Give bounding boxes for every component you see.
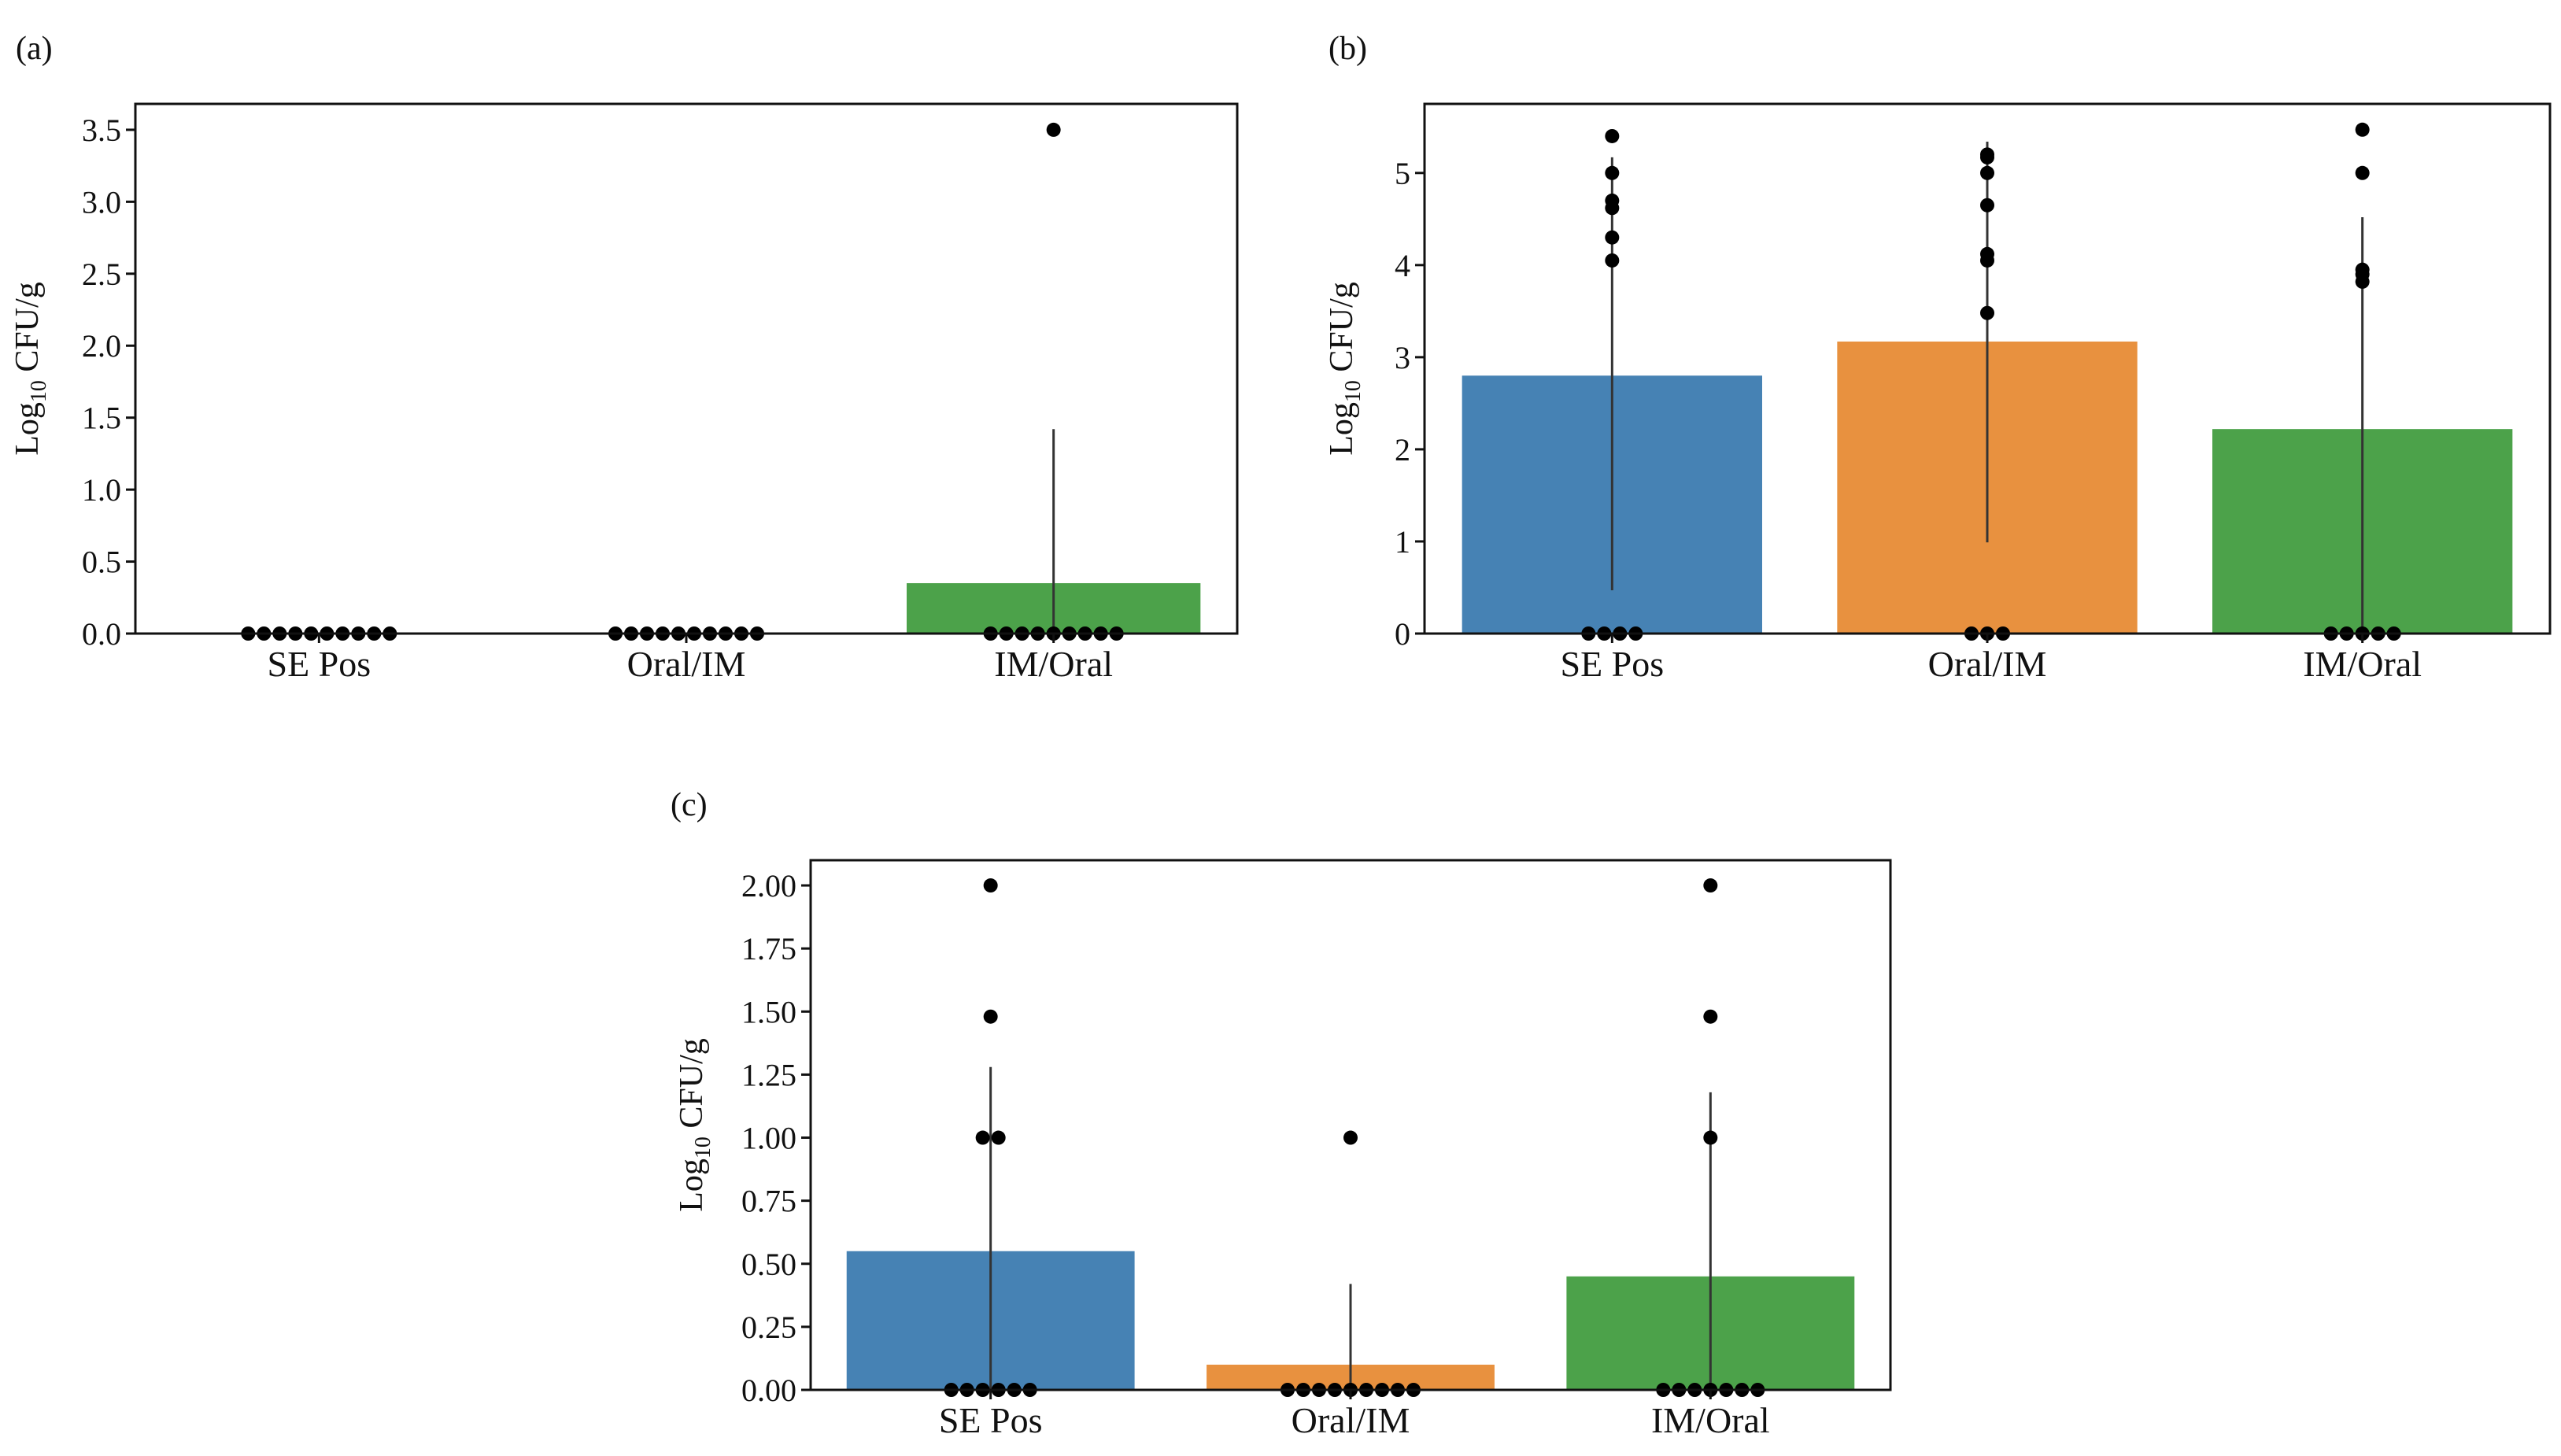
- data-point: [983, 878, 998, 893]
- y-tick-label: 1: [1395, 524, 1410, 560]
- panel-label: (b): [1329, 31, 1367, 67]
- y-axis-title-main: Log: [1324, 402, 1360, 456]
- y-tick-label: 1.25: [741, 1057, 796, 1092]
- data-point: [1980, 246, 1994, 261]
- x-category-label: Oral/IM: [1292, 1400, 1410, 1440]
- data-point: [1605, 253, 1620, 268]
- data-point: [1703, 878, 1718, 893]
- x-category-label: Oral/IM: [627, 644, 746, 684]
- data-point: [1703, 1009, 1718, 1024]
- data-point: [1605, 128, 1620, 143]
- y-axis-title: Log10 CFU/g: [9, 282, 51, 456]
- data-point: [983, 1009, 998, 1024]
- chart-panel-a: (a) 0.0 0.5 1.0 1.5 2.0 2.5 3.0 3.5 SE Pos Oral/IM…: [9, 31, 1239, 684]
- data-point: [1343, 1130, 1358, 1145]
- y-axis-title-unit: CFU/g: [674, 1038, 710, 1136]
- y-tick-label: 0.5: [82, 545, 121, 580]
- x-category-label: SE Pos: [267, 644, 371, 684]
- y-tick-label: 3: [1395, 340, 1410, 375]
- data-point: [1980, 165, 1994, 180]
- plot-frame: [134, 102, 1239, 635]
- y-tick-label: 2.0: [82, 328, 121, 364]
- data-point: [1605, 165, 1620, 180]
- x-category-label: IM/Oral: [994, 644, 1113, 684]
- data-point: [991, 1130, 1006, 1145]
- y-axis-title: Log10 CFU/g: [674, 1038, 715, 1212]
- y-tick-label: 1.75: [741, 931, 796, 966]
- y-axis-title-unit: CFU/g: [1324, 282, 1360, 380]
- chart-panel-b: (b) 0 1 2 3 4 5 SE Pos Oral/IM IM/Oral Log10 CFU/g: [1324, 31, 2552, 684]
- data-point: [2355, 122, 2370, 137]
- y-axis-title-main: Log: [674, 1159, 710, 1212]
- y-tick-label: 3.5: [82, 113, 121, 148]
- y-tick-label: 5: [1395, 156, 1410, 191]
- y-axis-title: Log10 CFU/g: [1324, 282, 1365, 456]
- y-axis-title-main: Log: [9, 402, 46, 456]
- x-category-label: Oral/IM: [1928, 644, 2047, 684]
- y-tick-label: 0.0: [82, 616, 121, 652]
- data-point: [1046, 122, 1061, 137]
- y-tick-label: 1.0: [82, 472, 121, 508]
- panel-label: (c): [671, 787, 708, 823]
- chart-panel-c: (c) 0.00 0.25 0.50 0.75 1.00 1.25 1.50 1.75 2.00 S…: [671, 787, 1892, 1440]
- data-point: [2355, 165, 2370, 180]
- data-point: [1980, 147, 1994, 162]
- data-point: [2355, 262, 2370, 277]
- panel-label: (a): [16, 31, 53, 67]
- y-tick-label: 0.75: [741, 1184, 796, 1219]
- y-tick-label: 0.50: [741, 1247, 796, 1282]
- x-category-label: SE Pos: [1560, 644, 1664, 684]
- y-tick-label: 4: [1395, 248, 1410, 283]
- y-tick-label: 2.5: [82, 257, 121, 292]
- data-point: [1605, 193, 1620, 208]
- y-tick-label: 0.00: [741, 1373, 796, 1408]
- y-tick-label: 3.0: [82, 184, 121, 220]
- y-tick-label: 0: [1395, 616, 1410, 652]
- data-point: [975, 1130, 990, 1145]
- y-tick-label: 2.00: [741, 868, 796, 904]
- data-point: [1703, 1130, 1718, 1145]
- x-category-label: IM/Oral: [1651, 1400, 1770, 1440]
- y-tick-label: 1.5: [82, 401, 121, 436]
- y-axis-title-unit: CFU/g: [9, 282, 46, 380]
- y-axis-title-subscript: 10: [1341, 380, 1365, 402]
- x-category-label: IM/Oral: [2303, 644, 2422, 684]
- y-tick-label: 0.25: [741, 1310, 796, 1345]
- y-tick-label: 1.00: [741, 1121, 796, 1156]
- y-tick-label: 2: [1395, 432, 1410, 467]
- y-axis-title-subscript: 10: [27, 380, 51, 402]
- data-point: [1980, 198, 1994, 212]
- y-tick-label: 1.50: [741, 994, 796, 1029]
- x-category-label: SE Pos: [939, 1400, 1043, 1440]
- y-axis-title-subscript: 10: [691, 1136, 715, 1159]
- data-point: [1605, 230, 1620, 245]
- data-point: [1980, 305, 1994, 320]
